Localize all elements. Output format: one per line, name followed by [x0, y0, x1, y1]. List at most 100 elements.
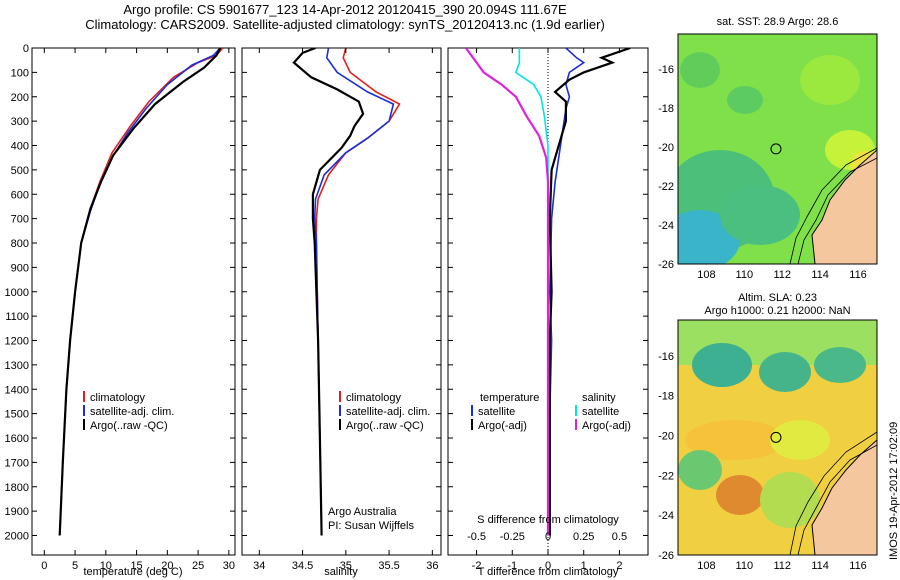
title-line-1: Argo profile: CS 5901677_123 14-Apr-2012…	[123, 2, 567, 17]
y-tick-label: 1600	[5, 433, 29, 445]
temperature-lines	[58, 48, 224, 536]
x-tick-label: -1	[507, 560, 517, 572]
map-x-tick-label: 116	[849, 560, 867, 572]
map-x-tick-label: 114	[811, 560, 829, 572]
map-y-tick-label: -16	[658, 351, 674, 363]
map-y-tick-label: -16	[658, 64, 674, 76]
temperature-xlabel: temperature (deg C)	[83, 566, 182, 578]
legend-satellite: satellite-adj. clim.	[90, 406, 174, 418]
x2-tick-label: 0	[545, 531, 551, 543]
series-salinity-satellite	[514, 48, 549, 536]
map-y-tick-label: -22	[658, 470, 674, 482]
y-tick-label: 1300	[5, 360, 29, 372]
x-tick-label: 0	[545, 560, 551, 572]
legend-satellite: satellite-adj. clim.	[346, 406, 430, 418]
legend-salinity-title: salinity	[582, 392, 616, 404]
sst-map-title: sat. SST: 28.9 Argo: 28.6	[716, 16, 839, 28]
x-tick-label: 35	[340, 560, 352, 572]
x-tick-label: 15	[130, 560, 142, 572]
legend-s-satellite: satellite	[582, 406, 619, 418]
sla-map-subtitle: Argo h1000: 0.21 h2000: NaN	[704, 305, 851, 317]
y-tick-label: 400	[11, 141, 29, 153]
y-tick-label: 0	[23, 43, 29, 55]
series-argo-raw-qc-	[58, 48, 222, 536]
x2-tick-label: 0.25	[573, 531, 594, 543]
map-x-tick-label: 116	[849, 269, 867, 281]
sla-map-axes	[677, 319, 878, 556]
x-tick-label: 36	[426, 560, 438, 572]
map-x-tick-label: 108	[697, 560, 715, 572]
legend-climatology: climatology	[90, 392, 146, 404]
y-tick-label: 800	[11, 238, 29, 250]
title-line-2: Climatology: CARS2009. Satellite-adjuste…	[85, 17, 605, 32]
x-tick-label: -2	[472, 560, 482, 572]
annotation-program: Argo Australia	[328, 506, 397, 518]
y-tick-label: 1700	[5, 457, 29, 469]
x-tick-label: 10	[100, 560, 112, 572]
map-x-tick-label: 112	[773, 560, 791, 572]
y-tick-label: 1500	[5, 409, 29, 421]
sst-map-image	[678, 34, 877, 264]
x-tick-label: 34.5	[292, 560, 313, 572]
temperature-legend: climatology satellite-adj. clim. Argo(..…	[83, 391, 174, 432]
annotation-pi: PI: Susan Wijffels	[328, 520, 414, 532]
series-temperature-argo-adj-	[548, 48, 631, 536]
sla-map-title: Altim. SLA: 0.23	[738, 292, 817, 304]
y-tick-label: 900	[11, 262, 29, 274]
temperature-axes	[31, 47, 236, 556]
map-y-tick-label: -18	[658, 103, 674, 115]
x-tick-label: 34	[253, 560, 265, 572]
legend-t-satellite: satellite	[478, 406, 515, 418]
series-satellite-adj-clim-	[313, 48, 395, 536]
y-tick-label: 200	[11, 92, 29, 104]
difference-xlabel: T difference from climatology	[478, 566, 619, 578]
map-y-tick-label: -20	[658, 431, 674, 443]
x-tick-label: 1	[581, 560, 587, 572]
map-y-tick-label: -24	[658, 220, 674, 232]
argo-position-marker	[770, 143, 782, 155]
y-tick-label: 1400	[5, 384, 29, 396]
map-x-tick-label: 112	[773, 269, 791, 281]
x-tick-label: 30	[223, 560, 235, 572]
legend-argo: Argo(..raw -QC)	[346, 420, 424, 432]
x-tick-label: 35.5	[378, 560, 399, 572]
y-tick-label: 1900	[5, 506, 29, 518]
y-tick-label: 500	[11, 165, 29, 177]
series-argo-raw-qc-	[292, 48, 365, 536]
y-tick-label: 100	[11, 67, 29, 79]
legend-s-argo: Argo(-adj)	[582, 420, 631, 432]
difference-legend: temperature satellite Argo(-adj) salinit…	[471, 392, 631, 432]
y-tick-label: 700	[11, 214, 29, 226]
x2-tick-label: -0.25	[500, 531, 525, 543]
map-y-tick-label: -20	[658, 142, 674, 154]
legend-temperature-title: temperature	[480, 392, 539, 404]
salinity-lines	[292, 48, 401, 536]
x2-tick-label: -0.5	[467, 531, 486, 543]
difference-lines	[465, 48, 631, 555]
x-tick-label: 0	[41, 560, 47, 572]
coastline	[811, 439, 877, 555]
map-x-tick-label: 110	[736, 269, 754, 281]
y-tick-label: 600	[11, 189, 29, 201]
map-y-tick-label: -22	[658, 181, 674, 193]
x-tick-label: 20	[161, 560, 173, 572]
sla-map-image	[678, 320, 877, 555]
imos-credit: IMOS 19-Apr-2012 17:02:09	[888, 421, 900, 560]
y-tick-label: 1200	[5, 336, 29, 348]
map-y-tick-label: -24	[658, 510, 674, 522]
y-tick-label: 2000	[5, 531, 29, 543]
y-tick-label: 300	[11, 116, 29, 128]
map-x-tick-label: 108	[697, 269, 715, 281]
map-x-tick-label: 114	[811, 269, 829, 281]
x-tick-label: 25	[192, 560, 204, 572]
legend-climatology: climatology	[346, 392, 402, 404]
salinity-axes	[241, 47, 442, 556]
argo-position-marker	[770, 431, 782, 443]
salinity-xlabel: salinity	[324, 566, 358, 578]
legend-t-argo: Argo(-adj)	[478, 420, 527, 432]
y-tick-label: 1800	[5, 482, 29, 494]
salinity-legend: climatology satellite-adj. clim. Argo(..…	[328, 391, 430, 532]
difference-x2label: S difference from climatology	[477, 514, 619, 526]
series-salinity-argo-adj-	[465, 48, 550, 536]
